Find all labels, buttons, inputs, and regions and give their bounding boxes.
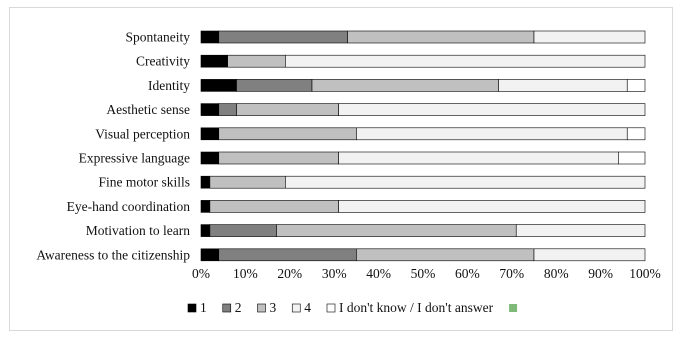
legend-label: 4 — [304, 300, 311, 315]
bar-segment-series-2 — [236, 79, 313, 92]
bar-segment-series-3 — [227, 54, 286, 68]
bar-segment-series-3 — [311, 79, 499, 92]
bar-segment-series-4 — [498, 79, 628, 92]
bar-segment-series-1 — [200, 103, 220, 116]
bar-segment-series-2 — [218, 248, 357, 262]
legend: 1 2 3 4 I don't know / I don't answer — [187, 300, 518, 315]
bar-segment-series-1 — [200, 30, 220, 44]
bar-segment-series-4 — [285, 54, 646, 68]
bar-segment-series-3 — [209, 200, 339, 213]
bar-segment-series-4 — [533, 248, 646, 262]
bar-segment-series-2 — [209, 224, 277, 237]
x-tick-label: 20% — [277, 266, 302, 281]
bar-segment-series-1 — [200, 248, 220, 262]
bar-segment-series-1 — [200, 54, 228, 68]
bar-segment-series-3 — [236, 103, 339, 116]
bar-segment-series-4 — [533, 30, 646, 44]
legend-swatch — [257, 303, 266, 313]
category-label: Motivation to learn — [86, 223, 190, 238]
x-axis-ticks: 0% 10% 20% 30% 40% 50% 60% 70% 80% 90% 100% — [192, 266, 661, 281]
x-tick-label: 90% — [588, 266, 613, 281]
bar-segment-series-2 — [218, 103, 237, 116]
bar-segment-series-1 — [200, 79, 237, 92]
legend-swatch — [509, 304, 518, 312]
category-label: Awareness to the citizenship — [36, 247, 190, 262]
category-label: Visual perception — [95, 126, 190, 141]
category-label: Identity — [148, 78, 190, 93]
bar-segment-series-4 — [338, 103, 646, 116]
legend-swatch — [291, 303, 301, 313]
bar-segment-series-1 — [200, 200, 211, 213]
legend-swatch — [222, 303, 232, 313]
category-labels: Spontaneity Creativity Identity Aesthetic s… — [36, 30, 190, 263]
category-label: Fine motor skills — [98, 175, 190, 190]
legend-label: 3 — [270, 300, 277, 315]
bar-segment-series-1 — [200, 224, 211, 237]
bar-segment-series-5 — [618, 151, 646, 165]
x-tick-label: 60% — [455, 266, 480, 281]
bar-segment-series-4 — [285, 175, 646, 189]
bar-segment-series-4 — [338, 151, 619, 165]
x-tick-label: 10% — [233, 266, 258, 281]
bar-segment-series-4 — [515, 224, 646, 237]
bar-segment-series-1 — [200, 151, 220, 165]
x-tick-label: 80% — [544, 266, 569, 281]
chart-border — [9, 7, 673, 331]
bar-segment-series-5 — [626, 127, 646, 141]
legend-label: 1 — [200, 300, 207, 315]
bar-segment-series-3 — [209, 175, 286, 189]
bar-segment-series-4 — [338, 200, 646, 213]
bar-segment-series-3 — [276, 224, 517, 237]
x-tick-label: 50% — [411, 266, 436, 281]
category-label: Aesthetic sense — [106, 102, 190, 117]
category-label: Eye-hand coordination — [67, 199, 191, 214]
bar-segment-series-1 — [200, 127, 220, 141]
category-label: Spontaneity — [126, 30, 191, 45]
bar-segment-series-1 — [200, 175, 211, 189]
x-tick-label: 100% — [629, 266, 661, 281]
x-tick-label: 70% — [499, 266, 524, 281]
legend-swatch — [326, 303, 336, 313]
x-tick-label: 0% — [192, 266, 210, 281]
bar-segment-series-3 — [218, 151, 339, 165]
bar-segment-series-4 — [356, 127, 628, 141]
legend-label: I don't know / I don't answer — [339, 300, 494, 315]
category-label: Creativity — [136, 54, 190, 69]
bar-segment-series-5 — [626, 79, 646, 92]
x-tick-label: 40% — [366, 266, 391, 281]
bar-segment-series-3 — [356, 248, 535, 262]
bars-group — [200, 30, 646, 262]
category-label: Expressive language — [79, 151, 190, 166]
x-tick-label: 30% — [322, 266, 347, 281]
legend-swatch — [187, 303, 197, 313]
bar-segment-series-3 — [347, 30, 535, 44]
bar-segment-series-3 — [218, 127, 357, 141]
bar-segment-series-2 — [218, 30, 348, 44]
legend-label: 2 — [235, 300, 242, 315]
